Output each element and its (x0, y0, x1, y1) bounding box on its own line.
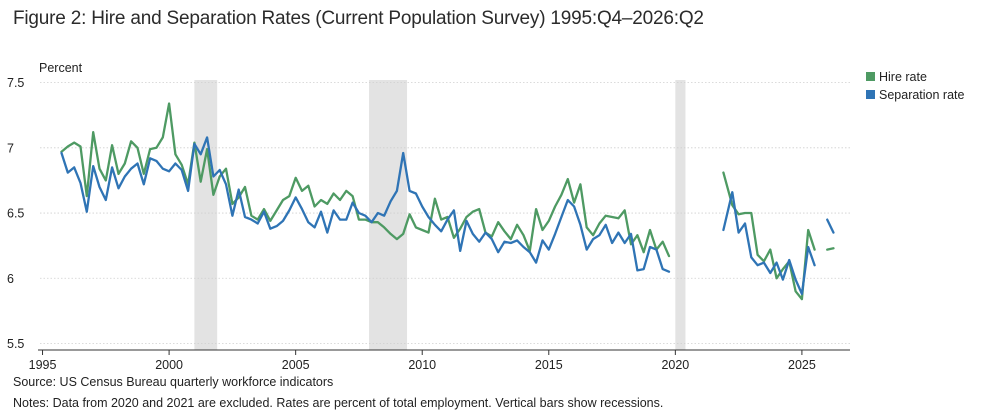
x-tick-label: 2000 (155, 358, 183, 372)
source-note: Source: US Census Bureau quarterly workf… (13, 375, 334, 389)
y-axis-label: Percent (39, 61, 83, 75)
series-lines (60, 102, 835, 301)
y-axis-ticks: 5.5 6 6.5 7 7.5 (7, 76, 24, 351)
recession-bar (675, 80, 686, 350)
x-axis: 1995 2000 2005 2010 2015 2020 2025 (29, 349, 850, 372)
y-tick-label: 6 (7, 272, 14, 286)
hire-rate-line (722, 171, 816, 301)
hire-rate-legend-swatch (866, 72, 875, 81)
x-tick-label: 2025 (788, 358, 816, 372)
figure-title: Figure 2: Hire and Separation Rates (Cur… (13, 8, 704, 29)
separation-rate-line (722, 191, 816, 296)
y-tick-label: 7.5 (7, 76, 24, 90)
x-tick-label: 2015 (535, 358, 563, 372)
separation-rate-line (826, 218, 835, 234)
x-tick-label: 2010 (408, 358, 436, 372)
y-tick-label: 6.5 (7, 207, 24, 221)
y-tick-label: 5.5 (7, 337, 24, 351)
y-tick-label: 7 (7, 141, 14, 155)
x-tick-label: 2005 (282, 358, 310, 372)
recession-bars (194, 80, 686, 350)
x-tick-label: 2020 (661, 358, 689, 372)
legend: Hire rate Separation rate (866, 70, 965, 102)
recession-bar (194, 80, 218, 350)
footnote: Notes: Data from 2020 and 2021 are exclu… (13, 396, 664, 410)
separation-rate-legend-swatch (866, 90, 875, 99)
hire-rate-line (60, 102, 671, 258)
recession-bar (369, 80, 408, 350)
separation-rate-legend-label: Separation rate (879, 88, 965, 102)
hire-rate-line (826, 247, 835, 251)
separation-rate-line (60, 136, 671, 273)
hire-rate-legend-label: Hire rate (879, 70, 927, 84)
x-tick-label: 1995 (29, 358, 57, 372)
